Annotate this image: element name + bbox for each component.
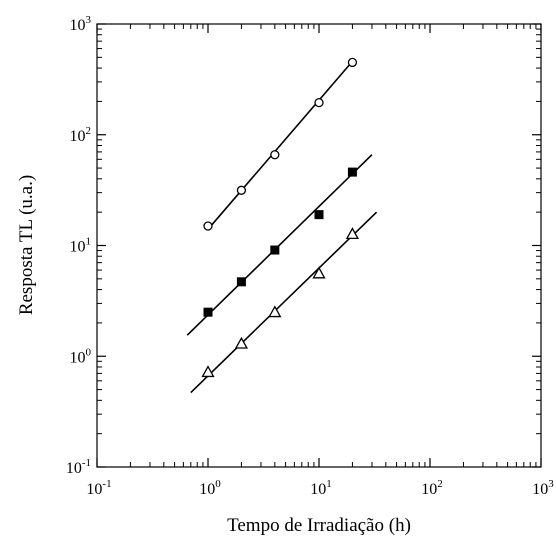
y-tick-label-2: 101 — [70, 236, 92, 256]
point-series-1-2 — [270, 245, 280, 255]
fit-lines — [186, 60, 378, 394]
point-series-1-4 — [347, 167, 357, 177]
y-tick-label-0: 10-1 — [66, 457, 91, 477]
y-tick-labels: 10-1 100 101 102 103 — [66, 14, 92, 477]
y-axis-label: Resposta TL (u.a.) — [16, 175, 37, 315]
x-tick-label-4: 103 — [532, 478, 554, 498]
fit-line-series-2 — [190, 211, 378, 394]
point-series-1-0 — [203, 307, 213, 317]
point-series-0-3 — [314, 97, 324, 108]
x-tick-label-0: 10-1 — [86, 478, 111, 498]
x-tick-labels: 10-1 100 101 102 103 — [86, 478, 554, 498]
fit-line-series-0 — [207, 60, 354, 230]
point-series-2-4 — [345, 227, 360, 240]
x-tick-label-1: 100 — [199, 478, 221, 498]
plot-frame — [96, 23, 542, 468]
fit-line-series-1 — [186, 154, 373, 336]
y-tick-label-4: 103 — [70, 14, 92, 34]
x-axis-label: Tempo de Irradiação (h) — [227, 515, 411, 536]
point-series-2-3 — [312, 266, 326, 279]
x-tick-label-2: 101 — [310, 478, 332, 498]
point-series-2-2 — [268, 305, 282, 318]
point-series-0-2 — [270, 150, 280, 160]
point-series-0-1 — [236, 185, 247, 195]
point-series-1-1 — [236, 277, 246, 287]
markers — [201, 57, 360, 378]
point-series-0-0 — [203, 221, 213, 231]
y-tick-label-3: 102 — [70, 125, 92, 145]
y-tick-label-1: 100 — [70, 346, 92, 366]
point-series-2-0 — [201, 365, 215, 378]
x-tick-label-3: 102 — [421, 478, 443, 498]
point-series-2-1 — [234, 336, 249, 349]
major-ticks — [96, 23, 542, 468]
minor-ticks — [97, 24, 541, 467]
point-series-1-3 — [314, 210, 324, 220]
point-series-0-4 — [347, 57, 358, 68]
